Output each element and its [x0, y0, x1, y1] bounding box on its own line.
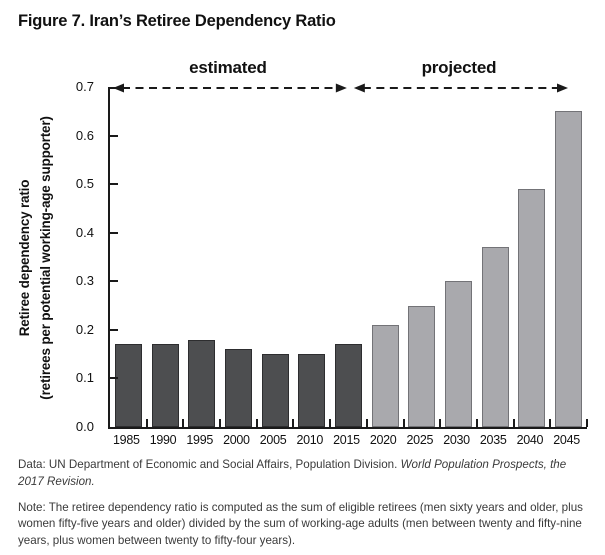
- y-tick-mark: [110, 377, 118, 380]
- x-tick-label-2010: 2010: [296, 433, 324, 447]
- x-tick-mark: [292, 419, 295, 427]
- data-source-note: Data: UN Department of Economic and Soci…: [18, 457, 594, 491]
- bar-2010: [298, 354, 326, 427]
- x-axis-tick-labels: 1985 1990 1995 2000 2005 2010 2015 2020 2025 2030…: [108, 433, 585, 447]
- methodology-note: Note: The retiree dependency ratio is co…: [18, 500, 583, 548]
- bar-2035: [481, 247, 509, 427]
- x-tick-mark: [219, 419, 222, 427]
- annotation-label-projected: projected: [421, 58, 497, 77]
- bar-2025: [408, 305, 436, 427]
- x-tick-mark: [365, 419, 368, 427]
- data-source-text: Data: UN Department of Economic and Soci…: [18, 458, 401, 471]
- y-tick-label-0.1: 0.1: [75, 370, 94, 386]
- bar-1990: [151, 344, 179, 427]
- y-axis-label: Retiree dependency ratio (retirees per p…: [14, 58, 58, 458]
- figure-title: Figure 7. Iran’s Retiree Dependency Rati…: [18, 12, 336, 30]
- bar-slot-2005: [257, 87, 294, 427]
- bar-slot-2000: [220, 87, 257, 427]
- x-tick-label-2015: 2015: [333, 433, 360, 447]
- x-tick-label-2045: 2045: [553, 433, 580, 447]
- annotation-label-estimated: estimated: [189, 58, 267, 77]
- bar-2005: [261, 354, 289, 427]
- figure-notes: Data: UN Department of Economic and Soci…: [18, 457, 594, 555]
- y-tick-mark: [110, 328, 118, 331]
- bar-slot-2020: [367, 87, 404, 427]
- data-source-publication: World Population Prospects, the 2017 Rev…: [18, 458, 567, 488]
- bar-2000: [224, 349, 252, 427]
- bar-slot-1995: [183, 87, 220, 427]
- x-tick-label-2005: 2005: [259, 433, 287, 447]
- x-tick-label-2035: 2035: [479, 433, 507, 447]
- y-axis-label-line1: Retiree dependency ratio: [17, 179, 32, 337]
- bar-2020: [371, 325, 399, 427]
- bar-1985: [114, 344, 142, 427]
- x-tick-mark: [512, 419, 515, 427]
- bar-slot-1985: [110, 87, 147, 427]
- x-tick-label-1995: 1995: [186, 433, 214, 447]
- plot-area: [108, 83, 588, 429]
- bars: [110, 87, 587, 427]
- x-tick-mark: [439, 419, 442, 427]
- y-tick-label-0.0: 0.0: [75, 419, 94, 434]
- bar-slot-2040: [514, 87, 551, 427]
- y-tick-label-0.3: 0.3: [75, 273, 94, 289]
- x-tick-mark: [402, 419, 405, 427]
- bar-1995: [188, 339, 216, 427]
- bar-2045: [555, 111, 583, 427]
- bar-2015: [334, 344, 362, 427]
- x-tick-mark: [586, 419, 588, 427]
- y-axis-tick-labels: 0.0 0.1 0.2 0.3 0.4 0.5 0.6 0.7: [54, 79, 94, 434]
- bar-2030: [445, 281, 473, 427]
- x-tick-label-1990: 1990: [149, 433, 177, 447]
- annotation-arrows: [113, 83, 568, 93]
- x-tick-mark: [549, 419, 552, 427]
- y-tick-label-0.6: 0.6: [75, 127, 94, 143]
- y-tick-mark: [110, 87, 118, 89]
- x-tick-mark: [475, 419, 478, 427]
- y-tick-mark: [110, 183, 118, 186]
- y-tick-label-0.5: 0.5: [75, 176, 94, 192]
- x-tick-mark: [145, 419, 148, 427]
- bar-slot-2030: [440, 87, 477, 427]
- bar-slot-2010: [293, 87, 330, 427]
- y-axis-label-line2: (retirees per potential working-age supp…: [38, 116, 53, 400]
- y-tick-label-0.7: 0.7: [75, 79, 94, 94]
- y-tick-label-0.2: 0.2: [75, 321, 94, 337]
- x-tick-label-2025: 2025: [406, 433, 434, 447]
- bar-slot-2035: [477, 87, 514, 427]
- x-tick-label-2030: 2030: [443, 433, 470, 447]
- bar-2040: [518, 189, 546, 427]
- y-tick-mark: [110, 134, 118, 137]
- bar-slot-1990: [147, 87, 184, 427]
- x-tick-label-2000: 2000: [223, 433, 250, 447]
- x-tick-label-2040: 2040: [516, 433, 544, 447]
- y-tick-mark: [110, 280, 118, 283]
- x-tick-mark: [255, 419, 258, 427]
- bar-slot-2045: [550, 87, 587, 427]
- y-tick-mark: [110, 231, 118, 234]
- x-tick-mark: [329, 419, 332, 427]
- x-tick-label-2020: 2020: [369, 433, 397, 447]
- bar-slot-2025: [404, 87, 441, 427]
- bar-slot-2015: [330, 87, 367, 427]
- x-tick-label-1985: 1985: [113, 433, 140, 447]
- x-tick-mark: [182, 419, 185, 427]
- y-tick-label-0.4: 0.4: [75, 224, 94, 240]
